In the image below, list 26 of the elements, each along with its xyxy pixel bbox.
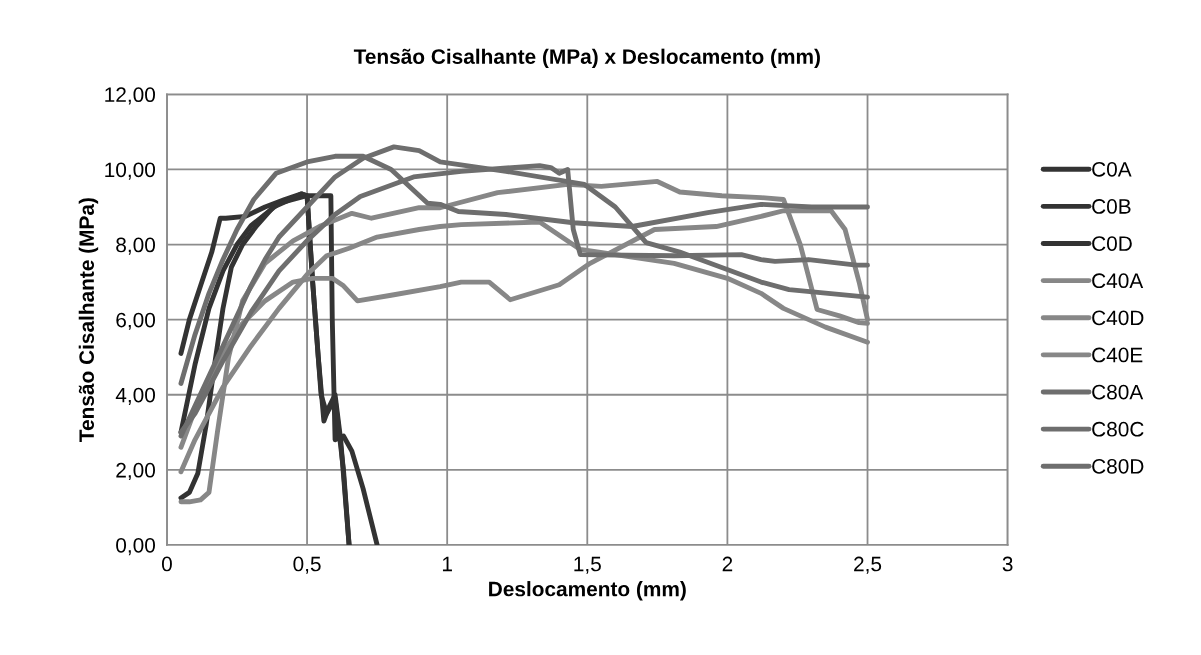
legend-label: C0A (1092, 161, 1132, 177)
legend-label: C80D (1092, 459, 1144, 474)
legend-label: C40D (1092, 310, 1144, 326)
y-tick-label: 10,00 (105, 162, 156, 180)
x-tick-label: 0 (161, 556, 172, 572)
x-tick-label: 1,5 (574, 556, 601, 574)
y-tick-label: 4,00 (115, 387, 156, 405)
legend-label: C80C (1092, 421, 1144, 437)
x-tick-label: 2 (722, 556, 733, 572)
legend-label: C40A (1092, 273, 1144, 289)
x-tick-label: 1 (442, 556, 452, 572)
legend-label: C40E (1092, 347, 1143, 363)
x-tick-label: 2,5 (854, 556, 882, 574)
legend-label: C80A (1092, 384, 1144, 400)
y-axis-title: Tensão Cisalhante (MPa) (78, 198, 99, 442)
x-tick-label: 0,5 (293, 556, 321, 574)
y-tick-label: 8,00 (116, 237, 156, 255)
y-tick-label: 12,00 (105, 87, 156, 105)
y-tick-label: 6,00 (116, 312, 156, 330)
y-tick-label: 2,00 (116, 462, 156, 481)
legend-label: C0B (1092, 199, 1131, 214)
x-tick-label: 3 (1002, 556, 1013, 572)
chart-title: Tensão Cisalhante (MPa) x Deslocamento (mm) (353, 48, 820, 69)
x-axis-title: Deslocamento (mm) (489, 581, 686, 601)
y-tick-label: 0,00 (116, 537, 156, 556)
legend-label: C0D (1092, 236, 1132, 251)
